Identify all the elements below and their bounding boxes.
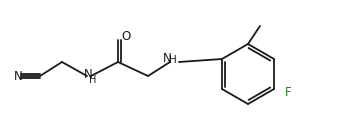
- Text: N: N: [14, 69, 22, 83]
- Text: N: N: [84, 67, 93, 81]
- Text: H: H: [89, 75, 97, 85]
- Text: O: O: [121, 30, 131, 44]
- Text: H: H: [169, 55, 177, 65]
- Text: F: F: [285, 86, 291, 100]
- Text: N: N: [163, 52, 171, 66]
